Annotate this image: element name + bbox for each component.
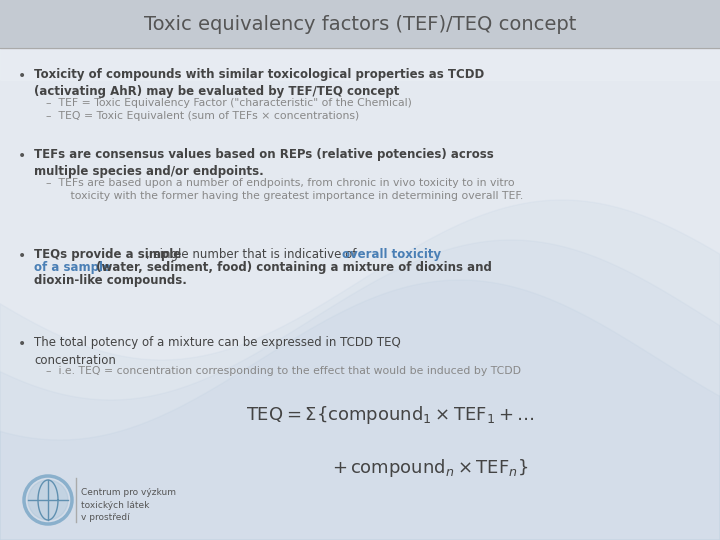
Text: Centrum pro výzkum
toxických látek
v prostředí: Centrum pro výzkum toxických látek v pro… [81, 488, 176, 522]
Text: •: • [18, 249, 26, 263]
Text: –  TEF = Toxic Equivalency Factor ("characteristic" of the Chemical): – TEF = Toxic Equivalency Factor ("chara… [46, 98, 412, 108]
Bar [0, 0, 720, 80]
Text: •: • [18, 337, 26, 351]
Text: of a sample: of a sample [34, 261, 111, 274]
Text: Toxicity of compounds with similar toxicological properties as TCDD
(activating : Toxicity of compounds with similar toxic… [34, 68, 485, 98]
Text: $+ \,\mathrm{compound}_n \times \mathrm{TEF}_n\}$: $+ \,\mathrm{compound}_n \times \mathrm{… [332, 457, 528, 479]
Text: TEFs are consensus values based on REPs (relative potencies) across
multiple spe: TEFs are consensus values based on REPs … [34, 148, 494, 179]
Text: –  TEFs are based upon a number of endpoints, from chronic in vivo toxicity to i: – TEFs are based upon a number of endpoi… [46, 178, 523, 201]
Text: TEQs provide a simple: TEQs provide a simple [34, 248, 181, 261]
Text: •: • [18, 149, 26, 163]
Text: Toxic equivalency factors (TEF)/TEQ concept: Toxic equivalency factors (TEF)/TEQ conc… [144, 15, 576, 33]
Text: overall toxicity: overall toxicity [342, 248, 441, 261]
Text: dioxin-like compounds.: dioxin-like compounds. [34, 274, 187, 287]
Text: (water, sediment, food) containing a mixture of dioxins and: (water, sediment, food) containing a mix… [92, 261, 492, 274]
Text: $\mathrm{TEQ} = \Sigma\{\mathrm{compound}_1 \times \mathrm{TEF}_1 + \ldots$: $\mathrm{TEQ} = \Sigma\{\mathrm{compound… [246, 404, 534, 426]
Text: –  i.e. TEQ = concentration corresponding to the effect that would be induced by: – i.e. TEQ = concentration corresponding… [46, 366, 521, 376]
Bar [0, 0, 720, 48]
Text: The total potency of a mixture can be expressed in TCDD TEQ
concentration: The total potency of a mixture can be ex… [34, 336, 401, 367]
Circle shape [28, 480, 68, 520]
Text: , single number that is indicative of: , single number that is indicative of [146, 248, 356, 261]
Text: •: • [18, 69, 26, 83]
Text: –  TEQ = Toxic Equivalent (sum of TEFs × concentrations): – TEQ = Toxic Equivalent (sum of TEFs × … [46, 111, 359, 121]
